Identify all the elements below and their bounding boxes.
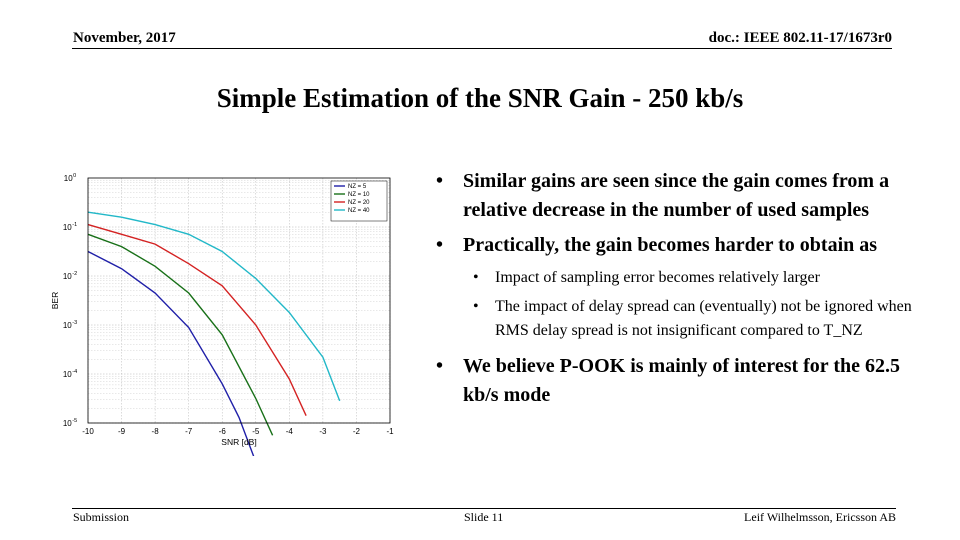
footer-slide-number: Slide 11 — [464, 510, 504, 524]
chart-series-group — [87, 211, 341, 456]
legend-label: NZ = 10 — [348, 192, 370, 198]
chart-y-tick-labels: 100 10-1 10-2 10-3 10-4 10-5 — [63, 173, 77, 428]
y-tick-exponent: -3 — [72, 320, 77, 326]
sub-bullet-delay-spread: The impact of delay spread can (eventual… — [432, 295, 912, 343]
y-tick-exponent: -2 — [72, 271, 77, 277]
x-tick-label: -4 — [286, 427, 294, 436]
series-line — [87, 211, 341, 402]
chart-x-tick-labels: -10 -9 -8 -7 -6 -5 -4 -3 -2 -1 — [82, 427, 394, 436]
x-tick-label: -7 — [185, 427, 193, 436]
footer-submission: Submission — [73, 510, 130, 524]
x-tick-label: -3 — [319, 427, 327, 436]
x-tick-label: -6 — [219, 427, 227, 436]
bullet-practically: Practically, the gain becomes harder to … — [432, 231, 912, 260]
bullet-p-ook: We believe P-OOK is mainly of interest f… — [432, 352, 912, 410]
header-doc-id: doc.: IEEE 802.11-17/1673r0 — [708, 30, 892, 46]
chart-legend: NZ = 5 NZ = 10 NZ = 20 NZ = 40 — [330, 180, 388, 222]
ber-chart: -10 -9 -8 -7 -6 -5 -4 -3 -2 -1 10010-110-210-310-… — [50, 173, 394, 456]
x-tick-label: -9 — [118, 427, 126, 436]
y-tick-label: 10-1 — [63, 222, 77, 232]
slide-title: Simple Estimation of the SNR Gain - 250 … — [216, 83, 744, 113]
series-line — [87, 223, 307, 416]
chart-plot-frame — [87, 177, 391, 424]
y-tick-label: 10-5 — [63, 418, 77, 428]
y-tick-label: 10-4 — [63, 369, 77, 379]
sub-bullet-sampling-error: Impact of sampling error becomes relativ… — [432, 266, 912, 290]
x-tick-label: -1 — [386, 427, 394, 436]
x-tick-label: -5 — [252, 427, 260, 436]
x-tick-label: -8 — [152, 427, 160, 436]
bullet-list: Similar gains are seen since the gain co… — [432, 167, 912, 416]
y-tick-exponent: 0 — [73, 173, 76, 179]
y-tick-exponent: -4 — [72, 369, 77, 375]
legend-label: NZ = 5 — [348, 184, 367, 190]
series-line — [87, 250, 255, 456]
y-tick-exponent: -5 — [72, 418, 77, 424]
header-date: November, 2017 — [73, 30, 176, 46]
y-tick-label: 10-2 — [63, 271, 77, 281]
legend-label: NZ = 40 — [348, 208, 370, 214]
chart-grid — [87, 178, 391, 424]
y-tick-label: 10-3 — [63, 320, 77, 330]
y-tick-exponent: -1 — [72, 222, 77, 228]
legend-box — [330, 180, 388, 222]
x-tick-label: -2 — [353, 427, 361, 436]
bullet-similar-gains: Similar gains are seen since the gain co… — [432, 167, 912, 225]
sub-bullet-list: Impact of sampling error becomes relativ… — [432, 266, 912, 343]
y-tick-label: 100 — [64, 173, 76, 183]
chart-y-axis-label: BER — [50, 292, 60, 309]
legend-label: NZ = 20 — [348, 200, 370, 206]
footer-author: Leif Wilhelmsson, Ericsson AB — [744, 510, 896, 524]
footer-divider — [72, 508, 896, 509]
header-divider — [72, 48, 892, 49]
series-line — [87, 233, 274, 436]
x-tick-label: -10 — [82, 427, 94, 436]
chart-x-axis-label: SNR [dB] — [221, 437, 256, 447]
